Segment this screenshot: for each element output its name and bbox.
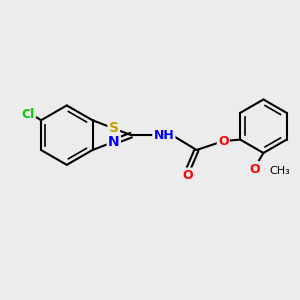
Text: O: O xyxy=(249,163,260,176)
Text: Cl: Cl xyxy=(21,108,34,121)
Text: NH: NH xyxy=(154,129,174,142)
Text: S: S xyxy=(109,122,119,136)
Text: N: N xyxy=(108,135,120,149)
Text: O: O xyxy=(182,169,193,182)
Text: CH₃: CH₃ xyxy=(269,166,290,176)
Text: O: O xyxy=(218,135,229,148)
